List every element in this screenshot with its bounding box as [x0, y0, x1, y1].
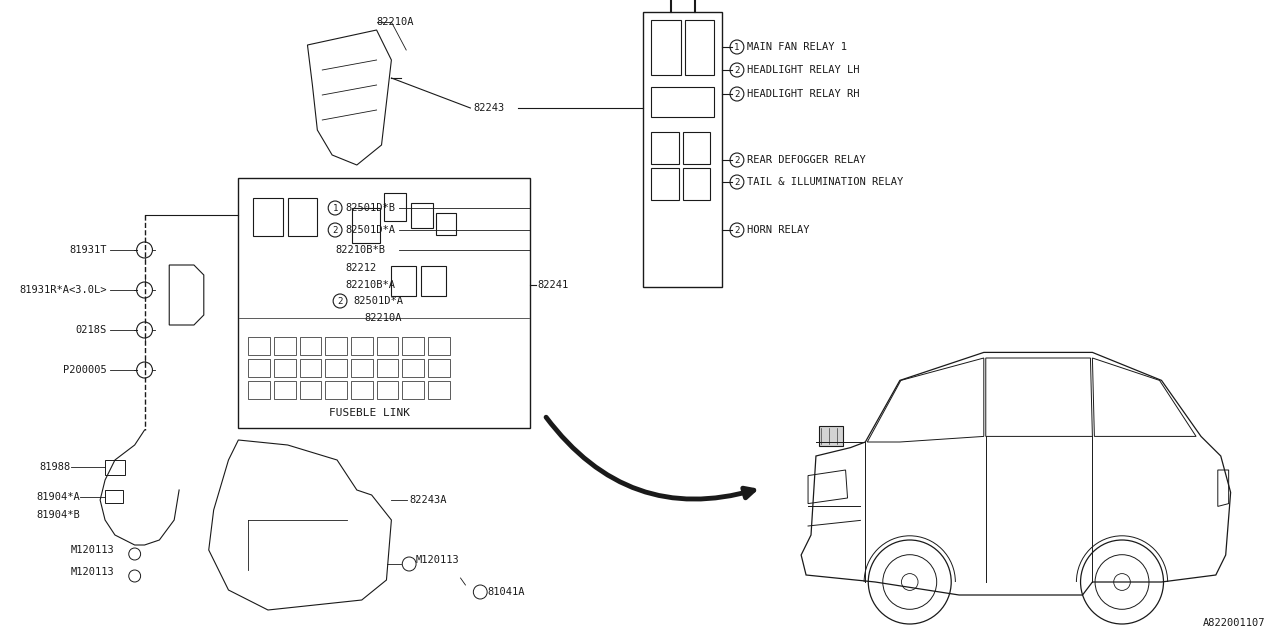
Bar [248, 381, 270, 399]
Bar [652, 168, 678, 200]
Bar [274, 359, 296, 377]
Text: 2: 2 [735, 90, 740, 99]
Text: M120113: M120113 [70, 545, 114, 555]
Bar [411, 203, 433, 228]
Bar [402, 359, 424, 377]
Text: FUSEBLE LINK: FUSEBLE LINK [329, 408, 410, 418]
Text: M120113: M120113 [416, 555, 460, 565]
Bar [351, 359, 372, 377]
Text: 81931R*A<3.0L>: 81931R*A<3.0L> [19, 285, 108, 295]
Bar [428, 381, 449, 399]
Bar [105, 490, 123, 503]
Text: MAIN FAN RELAY 1: MAIN FAN RELAY 1 [746, 42, 847, 52]
Bar [238, 178, 530, 428]
Bar [819, 426, 842, 447]
Text: 2: 2 [735, 177, 740, 186]
Text: 81904*A: 81904*A [37, 492, 81, 502]
Bar [288, 198, 317, 236]
Bar [392, 266, 416, 296]
Bar [248, 359, 270, 377]
Bar [325, 337, 347, 355]
Bar [652, 20, 681, 75]
Text: 82501D*B: 82501D*B [346, 203, 396, 213]
Text: HEADLIGHT RELAY LH: HEADLIGHT RELAY LH [746, 65, 859, 75]
Bar [384, 193, 406, 221]
Text: A822001107: A822001107 [1203, 618, 1265, 628]
Bar [652, 87, 714, 117]
Text: 0218S: 0218S [76, 325, 108, 335]
Text: 1: 1 [735, 42, 740, 51]
Bar [274, 337, 296, 355]
Bar [105, 460, 125, 475]
Bar [643, 12, 722, 287]
Text: 82210B*B: 82210B*B [335, 245, 385, 255]
Bar [351, 381, 372, 399]
Bar [376, 381, 398, 399]
Text: 82243: 82243 [474, 103, 504, 113]
Text: 82210B*A: 82210B*A [346, 280, 396, 290]
Text: HEADLIGHT RELAY RH: HEADLIGHT RELAY RH [746, 89, 859, 99]
Text: HORN RELAY: HORN RELAY [746, 225, 809, 235]
Text: 2: 2 [338, 296, 343, 305]
Text: 82243A: 82243A [410, 495, 447, 505]
Bar [402, 381, 424, 399]
Bar [682, 132, 710, 164]
Text: 2: 2 [333, 225, 338, 234]
Text: 2: 2 [735, 65, 740, 74]
Bar [421, 266, 445, 296]
Text: 2: 2 [735, 156, 740, 164]
Text: 82210A: 82210A [376, 17, 415, 27]
Bar [248, 337, 270, 355]
Text: 82501D*A: 82501D*A [346, 225, 396, 235]
Bar [352, 208, 380, 243]
Bar [402, 337, 424, 355]
Text: TAIL & ILLUMINATION RELAY: TAIL & ILLUMINATION RELAY [746, 177, 904, 187]
Bar [325, 381, 347, 399]
Bar [376, 337, 398, 355]
Text: 81041A: 81041A [488, 587, 525, 597]
Text: 1: 1 [333, 204, 338, 212]
Bar [300, 381, 321, 399]
Text: 2: 2 [735, 225, 740, 234]
Text: 82241: 82241 [538, 280, 568, 290]
Text: P200005: P200005 [63, 365, 108, 375]
Bar [300, 337, 321, 355]
Bar [325, 359, 347, 377]
Bar [685, 20, 714, 75]
Text: 81904*B: 81904*B [37, 510, 81, 520]
Text: 81931T: 81931T [69, 245, 108, 255]
Bar [351, 337, 372, 355]
Bar [300, 359, 321, 377]
Bar [253, 198, 283, 236]
Text: REAR DEFOGGER RELAY: REAR DEFOGGER RELAY [746, 155, 865, 165]
Bar [376, 359, 398, 377]
Bar [652, 132, 678, 164]
Bar [435, 213, 456, 235]
Text: M120113: M120113 [70, 567, 114, 577]
Bar [428, 359, 449, 377]
Text: 82210A: 82210A [365, 313, 402, 323]
Text: 81988: 81988 [40, 462, 70, 472]
Text: 82501D*A: 82501D*A [353, 296, 403, 306]
Bar [274, 381, 296, 399]
Text: 82212: 82212 [346, 263, 376, 273]
Bar [682, 168, 710, 200]
Bar [428, 337, 449, 355]
